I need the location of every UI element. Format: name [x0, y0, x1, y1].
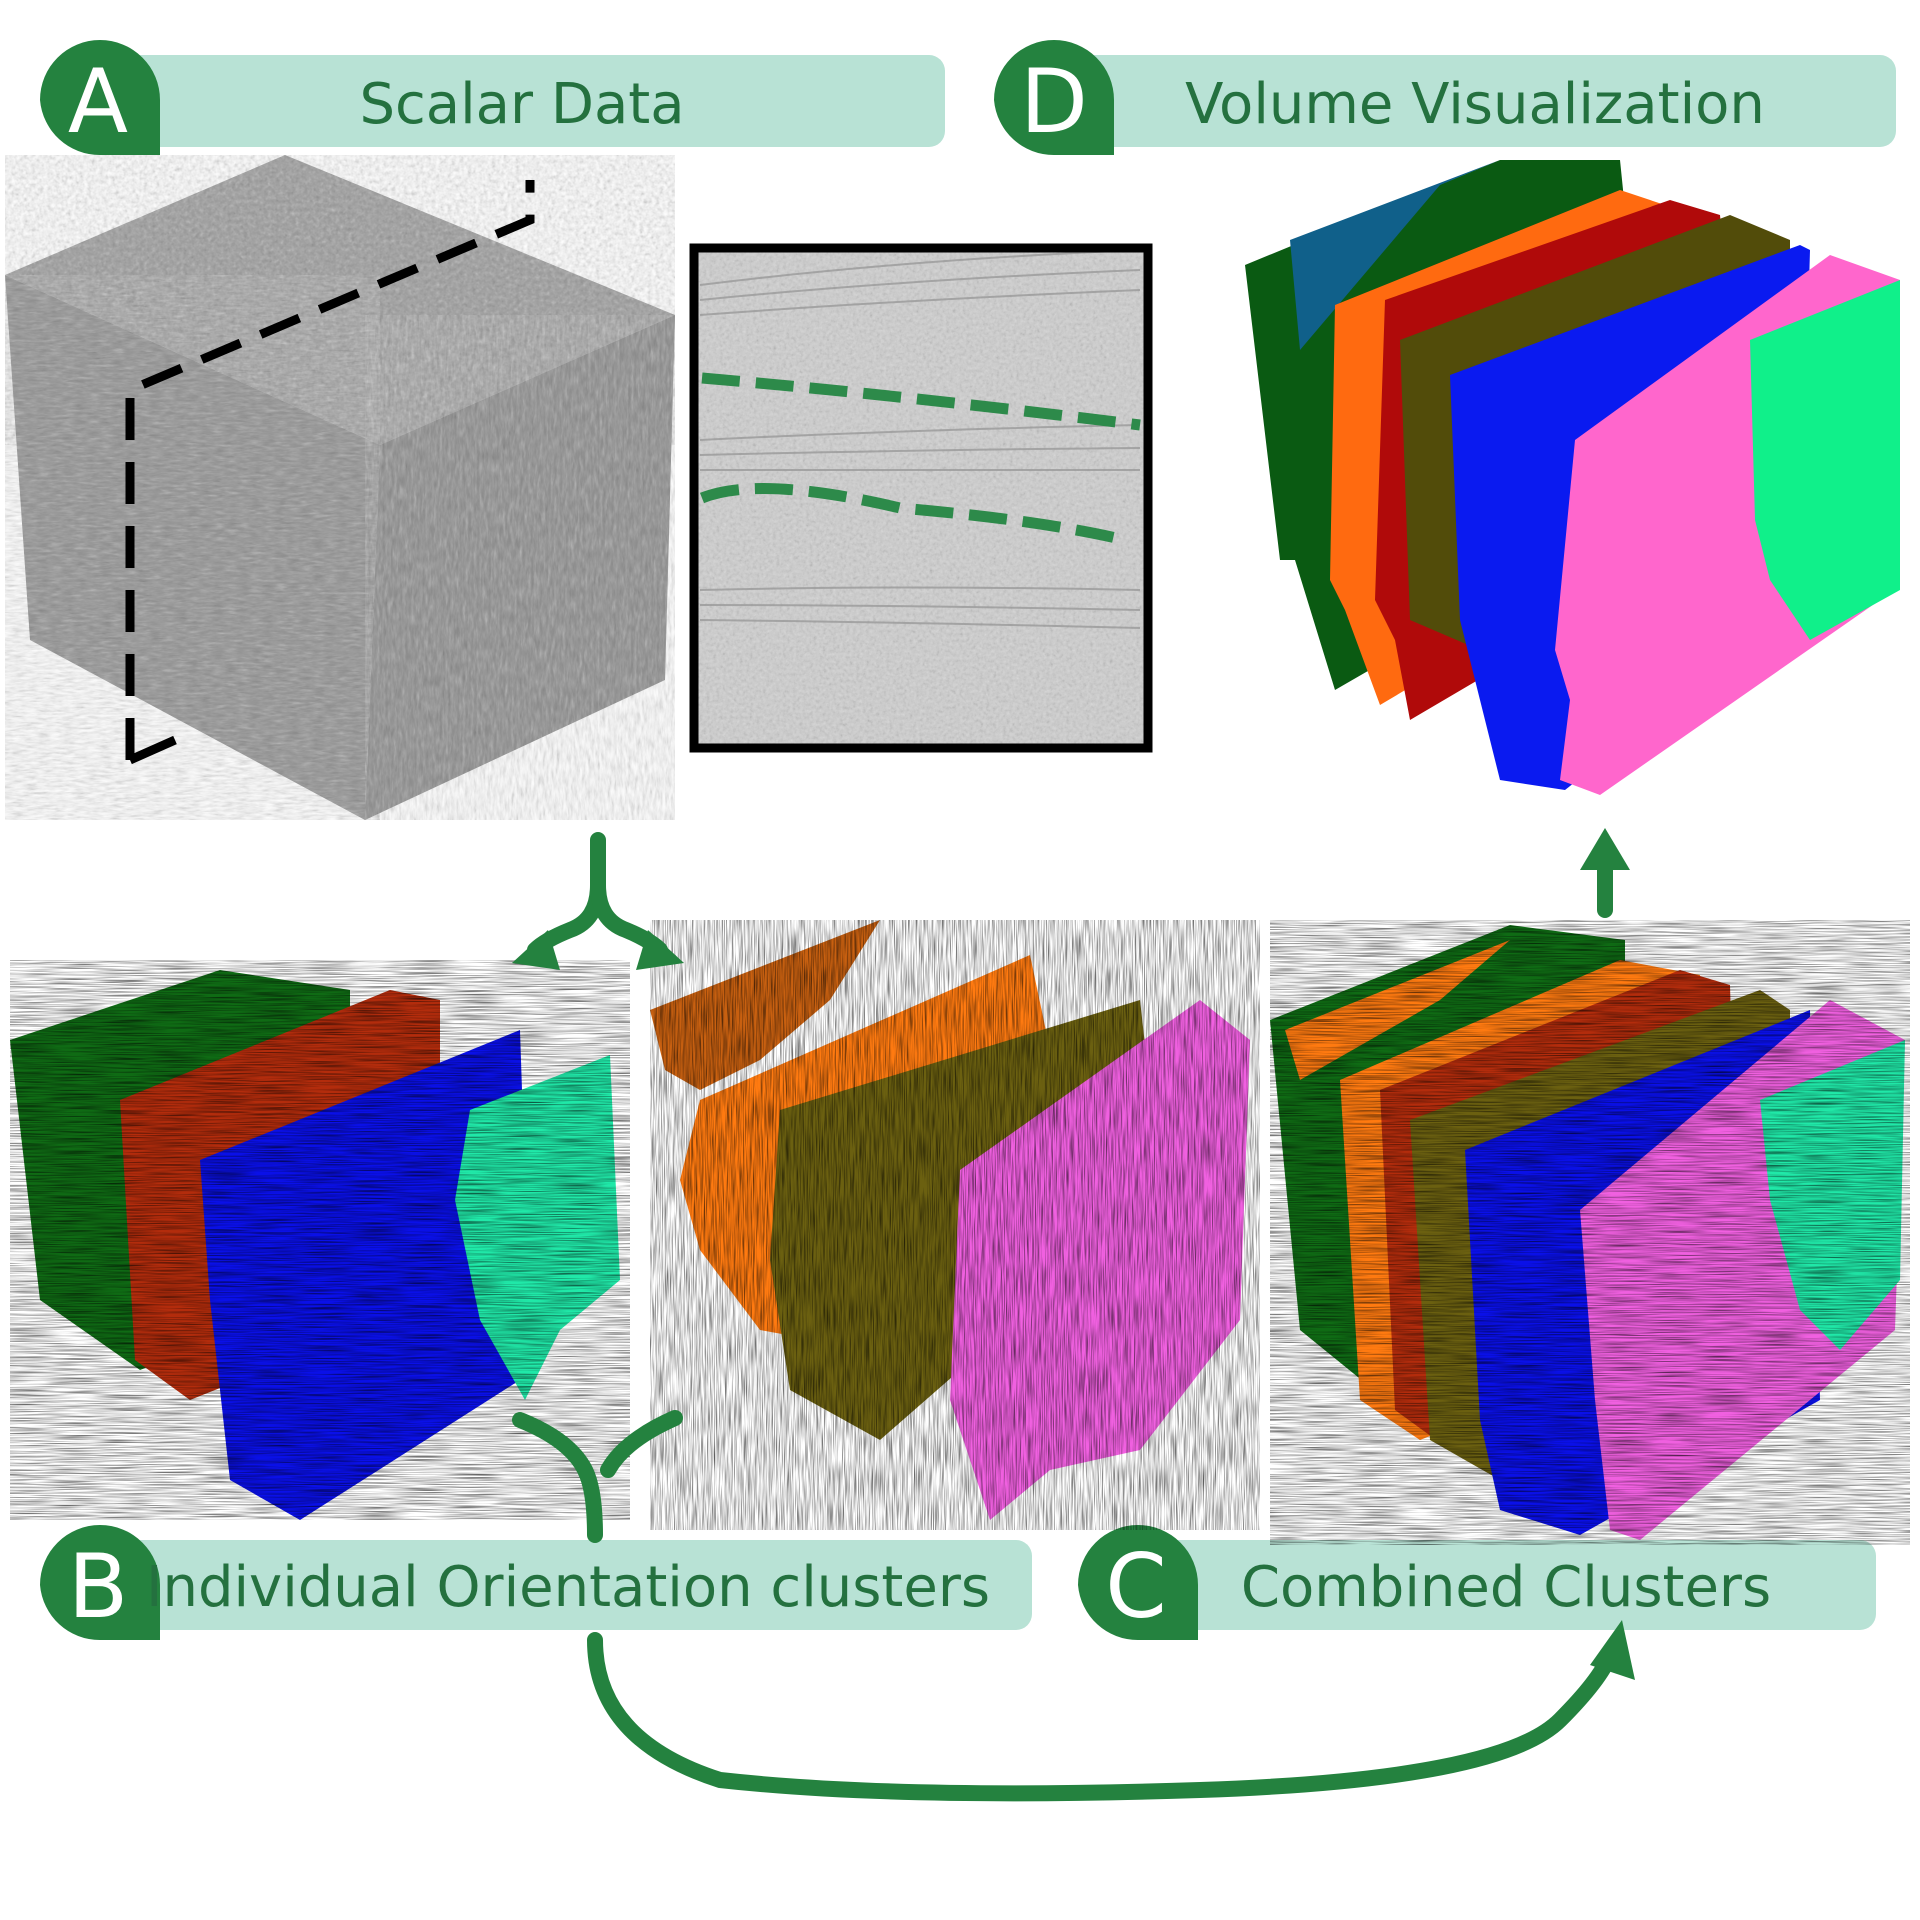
panel-a-letter: A	[68, 50, 128, 153]
combined-clusters-cube	[1270, 920, 1910, 1545]
slice-outline-dashed	[125, 180, 535, 760]
panel-c-label: C Combined Clusters	[1078, 1525, 1876, 1641]
panel-d-badge	[994, 40, 1114, 156]
slice-fibers	[699, 249, 1141, 629]
arrow-b-to-c	[587, 1632, 1618, 1802]
panel-d-title: Volume Visualization	[1185, 72, 1765, 137]
panel-d-letter: D	[1020, 50, 1088, 153]
volume-visualization-cube	[1245, 160, 1900, 795]
panel-b-letter: B	[68, 1535, 128, 1638]
arrow-heads	[512, 828, 1635, 1680]
panel-b-title: Individual Orientation clusters	[146, 1555, 990, 1620]
volume-teal	[1290, 160, 1500, 350]
slice-inset	[689, 243, 1153, 753]
arrowhead-b-to-c	[1590, 1620, 1635, 1680]
panel-b-label: B Individual Orientation clusters	[40, 1525, 1032, 1641]
volume-mint	[1750, 280, 1900, 640]
slice-texture	[694, 248, 1148, 748]
arrowhead-split-right	[636, 930, 684, 970]
panel-c-title: Combined Clusters	[1241, 1555, 1771, 1620]
combined-fiber-texture	[1270, 920, 1910, 1545]
cube-right-texture	[365, 315, 675, 820]
arrow-merge-left	[512, 1412, 603, 1543]
panel-a-bar	[100, 55, 945, 147]
slice-outline-corner	[128, 735, 177, 765]
arrow-merge-right	[600, 1410, 683, 1478]
panel-b-bar	[100, 1540, 1032, 1630]
arrowhead-split-left	[512, 930, 560, 970]
cluster-fiber-texture-right	[650, 920, 1260, 1530]
panel-a-title: Scalar Data	[359, 72, 684, 137]
panel-d-bar	[1060, 55, 1896, 147]
panel-c-letter: C	[1105, 1535, 1166, 1638]
individual-clusters-right	[650, 920, 1260, 1530]
panel-a-badge	[40, 40, 160, 156]
panel-d-label: D Volume Visualization	[994, 40, 1896, 156]
slice-frame	[689, 243, 1153, 753]
scalar-data-cube	[5, 155, 675, 820]
panel-a-label: A Scalar Data	[40, 40, 945, 156]
panel-b-badge	[40, 1525, 160, 1641]
arrowhead-c-to-d	[1580, 828, 1630, 870]
panel-c-badge	[1078, 1525, 1198, 1641]
slice-boundary-upper	[701, 372, 1141, 431]
cube-left-texture	[5, 275, 380, 820]
panel-c-bar	[1140, 1540, 1876, 1630]
